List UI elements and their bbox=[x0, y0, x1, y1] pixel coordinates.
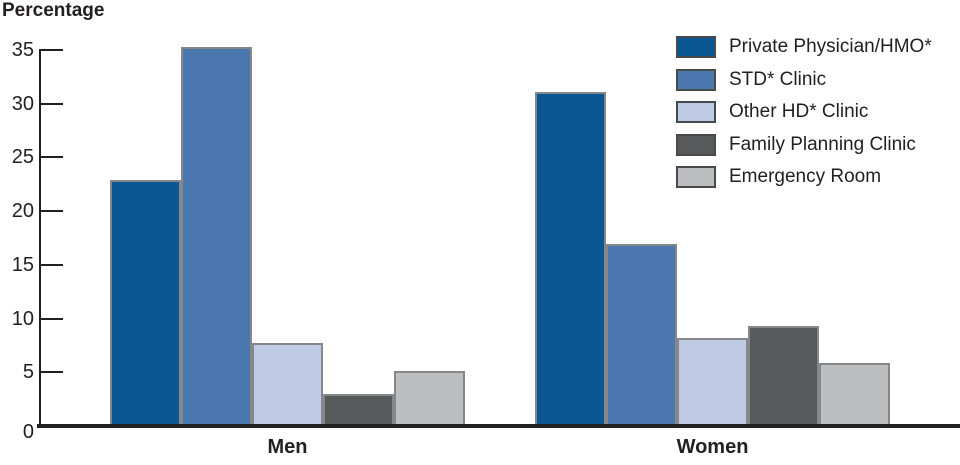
category-label-women: Women bbox=[676, 436, 749, 458]
legend-label: Family Planning Clinic bbox=[729, 134, 916, 155]
y-tick-line bbox=[41, 317, 63, 320]
bar-men-family-planning-clinic bbox=[323, 394, 394, 426]
legend-swatch-other-hd-clinic bbox=[676, 101, 716, 123]
y-tick-label: 20 bbox=[11, 200, 34, 223]
y-tick-label: 25 bbox=[11, 146, 34, 169]
y-tick-line bbox=[41, 263, 63, 266]
y-tick-label: 15 bbox=[11, 253, 34, 276]
legend-label: Private Physician/HMO* bbox=[729, 36, 932, 57]
bar-women-std-clinic bbox=[606, 244, 677, 426]
y-tick-line bbox=[41, 210, 63, 213]
bar-men-other-hd-clinic bbox=[252, 343, 323, 426]
y-tick-label: 10 bbox=[11, 307, 34, 330]
y-axis-title: Percentage bbox=[2, 0, 105, 21]
y-tick-label: 5 bbox=[22, 361, 34, 384]
x-axis-baseline bbox=[37, 424, 960, 428]
legend-label: Other HD* Clinic bbox=[729, 101, 869, 122]
bar-women-emergency-room bbox=[819, 363, 890, 426]
y-axis-line bbox=[39, 49, 41, 428]
y-tick-line bbox=[41, 156, 63, 159]
legend-swatch-private-physician-hmo bbox=[676, 36, 716, 58]
legend-swatch-std-clinic bbox=[676, 69, 716, 91]
bar-men-std-clinic bbox=[181, 47, 252, 426]
bar-men-private-physician-hmo bbox=[110, 180, 181, 426]
y-tick-line bbox=[41, 49, 63, 51]
bar-women-private-physician-hmo bbox=[535, 92, 606, 426]
category-label-men: Men bbox=[267, 436, 308, 458]
y-tick-line bbox=[41, 371, 63, 374]
bar-women-family-planning-clinic bbox=[748, 326, 819, 426]
legend-label: Emergency Room bbox=[729, 166, 882, 187]
legend-label: STD* Clinic bbox=[729, 69, 827, 90]
bar-men-emergency-room bbox=[394, 371, 465, 426]
y-tick-label: 0 bbox=[22, 421, 34, 443]
y-tick-label: 35 bbox=[11, 39, 34, 61]
legend-swatch-emergency-room bbox=[676, 166, 716, 188]
y-tick-label: 30 bbox=[11, 92, 34, 115]
bar-women-other-hd-clinic bbox=[677, 338, 748, 426]
legend-swatch-family-planning-clinic bbox=[676, 134, 716, 156]
y-tick-line bbox=[41, 102, 63, 105]
